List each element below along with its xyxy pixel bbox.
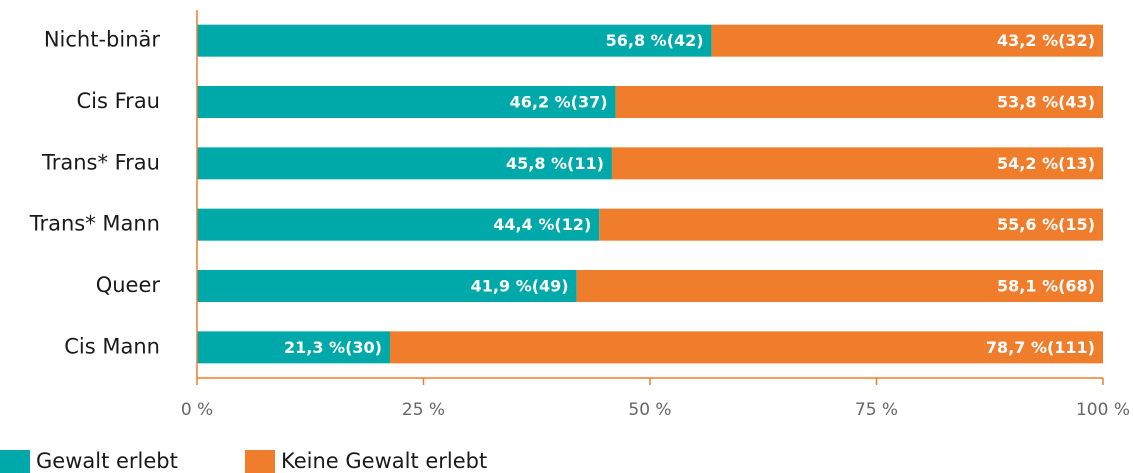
- bar-segment: [615, 86, 1103, 118]
- bar-segment: [197, 86, 616, 118]
- bar-segment: [576, 270, 1103, 302]
- legend-swatch: [245, 450, 275, 473]
- category-label: Trans* Mann: [29, 212, 160, 236]
- bar-segment: [389, 331, 1103, 364]
- x-tick-label: 100 %: [1076, 400, 1130, 420]
- category-label: Nicht-binär: [44, 28, 161, 52]
- value-label: 53,8 %(43): [997, 93, 1095, 112]
- bar-segment: [711, 24, 1103, 57]
- legend-label: Gewalt erlebt: [36, 449, 178, 473]
- bar-segment: [197, 208, 600, 241]
- x-tick-label: 0 %: [181, 400, 213, 420]
- value-label: 44,4 %(12): [493, 215, 591, 234]
- value-label: 21,3 %(30): [284, 338, 382, 357]
- x-tick-label: 75 %: [855, 400, 898, 420]
- value-label: 41,9 %(49): [471, 277, 569, 296]
- value-label: 45,8 %(11): [506, 154, 604, 173]
- bar-segment: [197, 24, 712, 57]
- value-label: 58,1 %(68): [997, 277, 1095, 296]
- value-label: 56,8 %(42): [606, 31, 704, 50]
- value-label: 55,6 %(15): [997, 215, 1095, 234]
- category-label: Trans* Frau: [41, 150, 160, 174]
- bar-segment: [197, 331, 390, 364]
- value-label: 46,2 %(37): [510, 93, 608, 112]
- bar-segment: [197, 270, 577, 302]
- category-label: Cis Mann: [64, 334, 160, 358]
- value-label: 78,7 %(111): [986, 338, 1095, 357]
- bar-segment: [599, 208, 1103, 241]
- x-tick-label: 25 %: [402, 400, 445, 420]
- legend-swatch: [0, 450, 30, 473]
- category-label: Cis Frau: [77, 89, 160, 113]
- x-tick-label: 50 %: [628, 400, 671, 420]
- category-label: Queer: [96, 273, 161, 297]
- value-label: 43,2 %(32): [997, 31, 1095, 50]
- bar-segment: [197, 147, 612, 180]
- value-label: 54,2 %(13): [997, 154, 1095, 173]
- bar-segment: [611, 147, 1103, 180]
- legend-label: Keine Gewalt erlebt: [281, 449, 487, 473]
